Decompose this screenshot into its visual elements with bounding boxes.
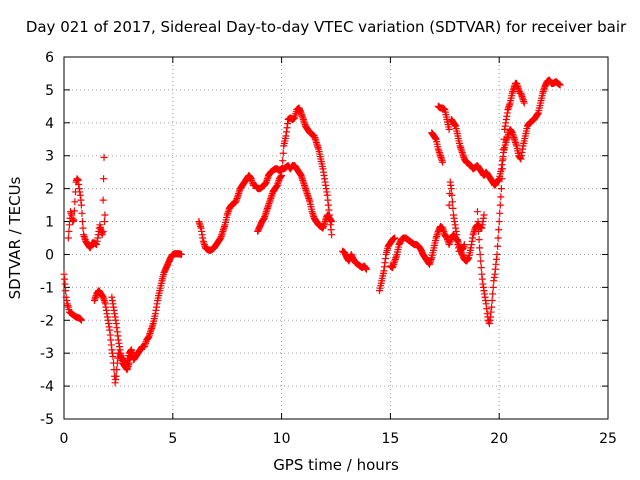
y-tick-label: 1 [45,215,54,231]
data-point [70,207,78,215]
data-point [475,236,483,244]
data-point [62,287,70,295]
data-point [448,198,456,206]
data-point [497,185,505,193]
data-point [64,234,72,242]
data-point [71,198,79,206]
data-point [474,218,482,226]
data-point [493,250,501,258]
data-point [439,158,447,166]
y-tick-label: -3 [40,346,54,362]
y-tick-label: -2 [40,313,54,329]
y-tick-label: 2 [45,182,54,198]
data-point [494,234,502,242]
data-point [477,257,485,265]
data-point [495,226,503,234]
data-point [99,196,107,204]
data-point [278,171,286,179]
data-point [70,216,78,224]
x-tick-label: 25 [599,431,617,447]
data-point [447,185,455,193]
plot-frame [63,56,609,420]
data-point [279,149,287,157]
data-point [556,81,564,89]
data-point [500,135,508,143]
data-point [476,250,484,258]
data-point [101,211,109,219]
data-point [178,250,186,258]
x-tick-label: 0 [60,431,69,447]
data-point [489,283,497,291]
data-point [496,201,504,209]
data-point [328,231,336,239]
data-point [279,157,287,165]
data-point [100,153,108,161]
data-point [79,224,87,232]
data-point [77,316,85,324]
data-point [475,227,483,235]
data-point [78,209,86,217]
data-point [278,164,286,172]
data-point [449,204,457,212]
data-point [61,280,69,288]
data-point [480,211,488,219]
data-point [498,175,506,183]
x-tick-label: 15 [381,431,399,447]
tick-layer: 0 5 10 15 20 25 -5 -4 -3 -2 -1 0 1 2 3 4 5 6 [40,50,617,447]
data-point [112,372,120,380]
data-point [460,241,468,249]
y-axis-title: SDTVAR / TECUs [6,176,24,299]
data-point [109,352,117,360]
data-point [362,265,370,273]
data-point [100,175,108,183]
data-point [65,227,73,235]
y-tick-label: -1 [40,280,54,296]
data-point [500,145,508,153]
y-tick-label: 4 [45,116,54,132]
data-point [499,155,507,163]
x-tick-label: 5 [168,431,177,447]
data-point [445,125,453,133]
data-point [488,303,496,311]
x-tick-label: 10 [273,431,291,447]
data-point [391,234,399,242]
chart-title: Day 021 of 2017, Sidereal Day-to-day VTE… [26,18,627,36]
data-point [100,218,108,226]
data-point [494,242,502,250]
y-tick-label: 3 [45,149,54,165]
data-point [127,346,135,354]
data-point [448,191,456,199]
data-point [113,366,121,374]
data-point [496,209,504,217]
data-point [328,218,336,226]
y-tick-label: 5 [45,83,54,99]
data-point [497,193,505,201]
x-tick-label: 20 [490,431,508,447]
grid-layer [64,57,608,419]
y-tick-label: -5 [40,412,54,428]
y-tick-label: 6 [45,50,54,66]
data-point [476,244,484,252]
data-point [77,201,85,209]
data-point [489,290,497,298]
data-point [445,201,453,209]
data-point [477,264,485,272]
data-point [498,165,506,173]
y-tick-label: 0 [45,247,54,263]
y-tick-label: -4 [40,379,54,395]
data-point [78,218,86,226]
x-axis-title: GPS time / hours [273,456,399,474]
data-point [488,297,496,305]
data-point [520,99,528,107]
data-point [473,208,481,216]
data-point [495,218,503,226]
data-point [99,227,107,235]
points-layer [60,76,564,387]
data-point [65,221,73,229]
